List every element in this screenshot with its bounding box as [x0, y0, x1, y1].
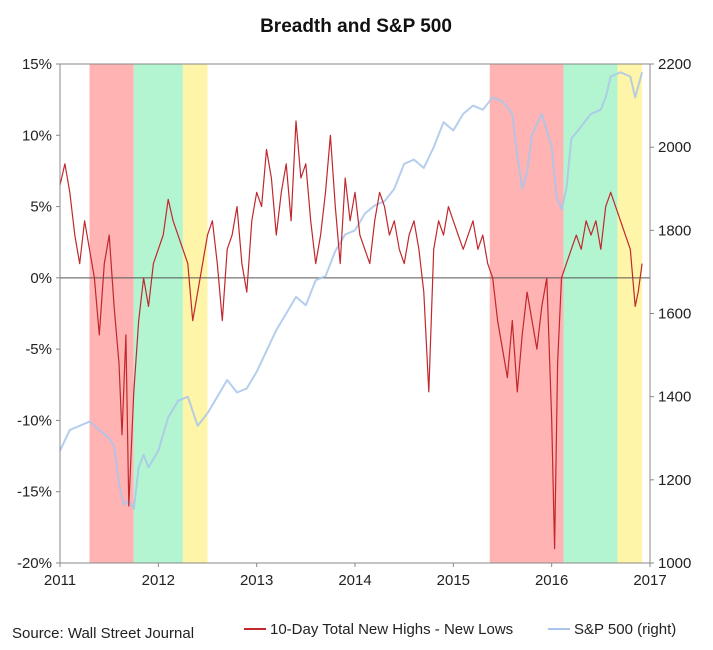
legend-label-breadth: 10-Day Total New Highs - New Lows [270, 621, 513, 638]
source-note: Source: Wall Street Journal [12, 625, 194, 642]
shaded-period-1 [89, 64, 134, 563]
y-right-tick-label: 1200 [658, 472, 691, 489]
y-left-tick-label: 10% [22, 127, 52, 144]
legend-label-sp500: S&P 500 (right) [574, 621, 676, 638]
y-right-tick-label: 1800 [658, 222, 691, 239]
y-left-tick-label: -15% [17, 484, 52, 501]
y-left-tick-label: -10% [17, 412, 52, 429]
series-line-sp500 [59, 71, 644, 510]
shaded-period-3 [182, 64, 208, 563]
y-left-tick-label: -5% [25, 341, 52, 358]
tick-labels: 15% 10% 5% 0% -5% -10% -15% -20% 2200 2000 1800 160… [17, 56, 691, 589]
x-tick-label: 2015 [437, 572, 470, 589]
shaded-period-5 [563, 64, 618, 563]
y-right-tick-label: 2200 [658, 56, 691, 73]
shaded-period-2 [133, 64, 183, 563]
x-tick-label: 2014 [338, 572, 371, 589]
y-left-tick-label: 15% [22, 56, 52, 73]
shaded-period-4 [489, 64, 564, 563]
chart-title: Breadth and S&P 500 [260, 16, 452, 37]
y-right-tick-label: 1000 [658, 555, 691, 572]
x-tick-label: 2011 [44, 572, 76, 589]
y-right-tick-label: 1400 [658, 389, 691, 406]
y-right-tick-label: 2000 [658, 139, 691, 156]
series-lines [59, 71, 644, 550]
x-tick-label: 2017 [633, 572, 666, 589]
y-left-tick-label: 0% [30, 270, 52, 287]
series-line-breadth [59, 120, 643, 550]
x-tick-label: 2012 [142, 572, 175, 589]
x-tick-label: 2013 [240, 572, 273, 589]
y-left-tick-label: -20% [17, 555, 52, 572]
shaded-periods [89, 64, 643, 563]
x-tick-label: 2016 [535, 572, 568, 589]
shaded-period-6 [617, 64, 643, 563]
y-left-tick-label: 5% [30, 199, 52, 216]
y-right-tick-label: 1600 [658, 306, 691, 323]
legend: 10-Day Total New Highs - New Lows S&P 50… [244, 621, 676, 638]
